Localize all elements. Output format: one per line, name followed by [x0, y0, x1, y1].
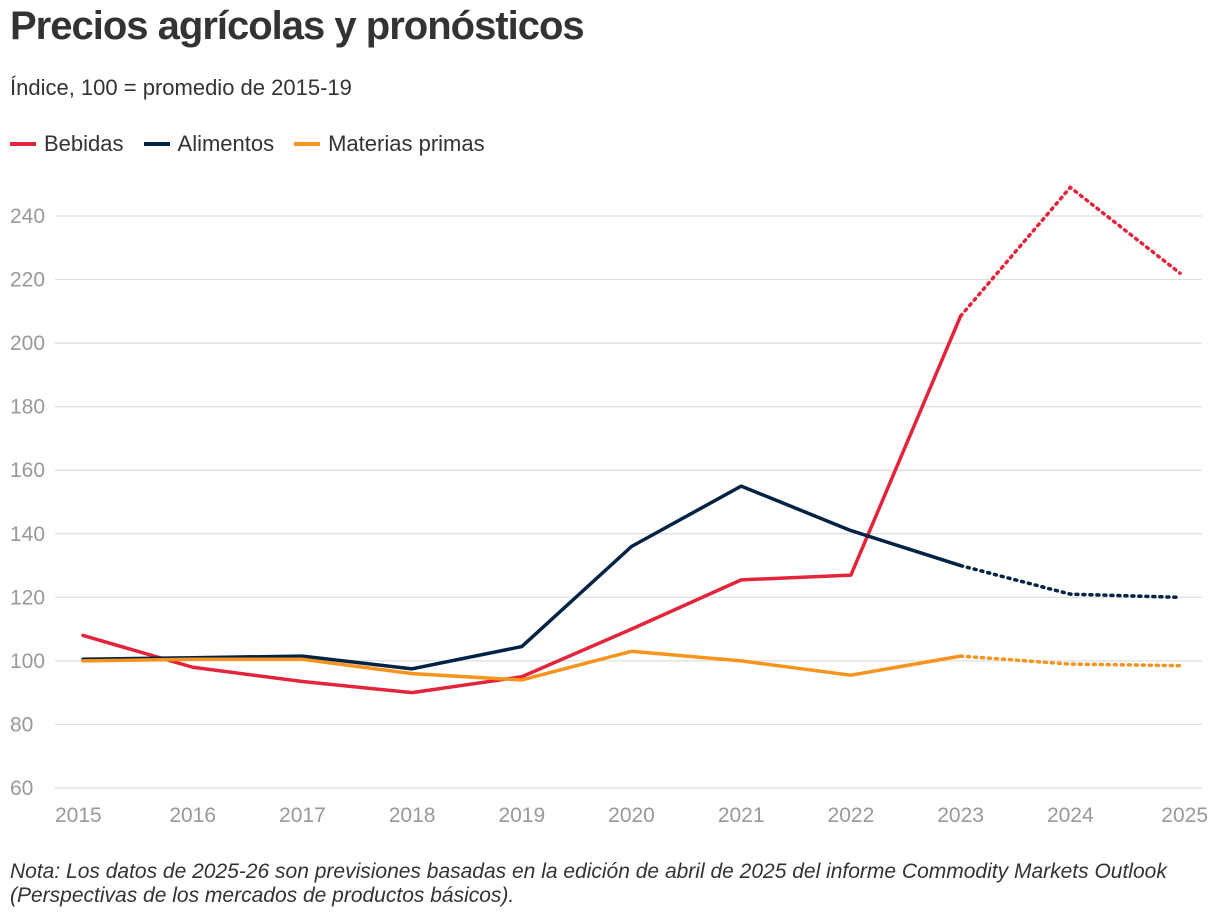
x-tick-label: 2016 — [169, 804, 216, 827]
x-tick-label: 2024 — [1047, 804, 1094, 827]
x-tick-label: 2025 — [1161, 804, 1208, 827]
legend-swatch-bebidas — [10, 142, 36, 146]
x-tick-label: 2020 — [608, 804, 655, 827]
series-line-alimentos — [81, 484, 963, 671]
y-tick-label: 80 — [10, 713, 33, 736]
series-lines — [81, 184, 1182, 695]
x-tick-label: 2019 — [498, 804, 545, 827]
y-axis-ticks: 60 80 100 120 140 160 180 200 220 240 — [10, 205, 45, 800]
chart-title: Precios agrícolas y pronósticos — [10, 4, 585, 48]
x-tick-label: 2017 — [279, 804, 326, 827]
y-tick-label: 200 — [10, 332, 45, 355]
series-forecast-alimentos — [958, 563, 1182, 600]
x-tick-label: 2023 — [937, 804, 984, 827]
y-tick-label: 140 — [10, 523, 45, 546]
y-tick-label: 120 — [10, 586, 45, 609]
series-forecast-bebidas — [958, 184, 1182, 318]
y-tick-label: 240 — [10, 205, 45, 228]
chart-subtitle: Índice, 100 = promedio de 2015-19 — [10, 75, 352, 100]
legend-item-alimentos: Alimentos — [143, 131, 275, 157]
legend: Bebidas Alimentos Materias primas — [10, 131, 505, 157]
legend-label-materias-primas: Materias primas — [328, 131, 485, 156]
series-line-materias-primas — [81, 649, 963, 682]
x-axis-ticks: 2015 2016 2017 2018 2019 2020 2021 2022 2023 2024… — [55, 804, 1208, 827]
x-tick-label: 2022 — [828, 804, 875, 827]
grid-lines — [55, 215, 1202, 789]
legend-label-alimentos: Alimentos — [177, 131, 275, 156]
y-tick-label: 100 — [10, 650, 45, 673]
x-tick-label: 2021 — [718, 804, 765, 827]
series-forecast-materias-primas — [958, 654, 1182, 668]
x-tick-label: 2015 — [55, 804, 102, 827]
y-tick-label: 60 — [10, 777, 33, 800]
legend-swatch-alimentos — [143, 142, 170, 146]
y-tick-label: 160 — [10, 459, 45, 482]
x-tick-label: 2018 — [389, 804, 436, 827]
y-tick-label: 220 — [10, 269, 45, 292]
legend-item-bebidas: Bebidas — [10, 131, 124, 157]
chart-note: Nota: Los datos de 2025-26 son prevision… — [10, 860, 1167, 907]
legend-item-materias-primas: Materias primas — [294, 131, 485, 157]
legend-swatch-materias-primas — [294, 142, 321, 146]
y-tick-label: 180 — [10, 396, 45, 419]
series-line-bebidas — [81, 314, 963, 695]
legend-label-bebidas: Bebidas — [44, 131, 124, 156]
